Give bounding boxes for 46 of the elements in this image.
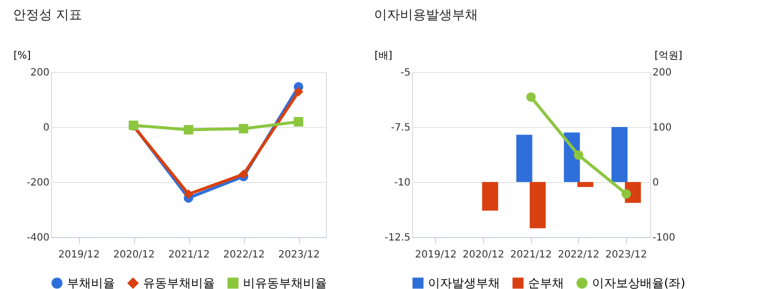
x-tick-label: 2021/12 [168, 250, 210, 260]
y2-tick-label: 100 [652, 122, 672, 134]
y-tick-label: -5 [400, 68, 410, 78]
y-tick-label: -7.5 [390, 122, 410, 134]
y-tick-label: -400 [26, 232, 50, 244]
y-tick-label: -10 [394, 178, 410, 188]
y-axis-title: [%] [14, 50, 31, 62]
x-tick-label: 2019/12 [415, 250, 457, 260]
x-tick-label: 2022/12 [558, 250, 600, 260]
y2-tick-label: -100 [652, 232, 676, 244]
legend-label: 이자발생부채 [428, 276, 500, 289]
y2-tick-label: 0 [652, 178, 659, 188]
point [574, 150, 584, 160]
legend-label: 유동부채비율 [143, 276, 215, 289]
point [184, 125, 194, 134]
legend-label: 순부채 [528, 276, 564, 289]
point [294, 117, 304, 127]
chart-title: 안정성 지표 [13, 8, 82, 23]
point [184, 189, 194, 199]
x-tick-label: 2020/12 [462, 250, 504, 260]
bar [577, 182, 594, 187]
y2-axis-title: [억원] [654, 50, 682, 62]
point [238, 124, 248, 134]
y-tick-label: 200 [30, 68, 50, 78]
x-tick-label: 2019/12 [58, 250, 100, 260]
x-tick-label: 2020/12 [113, 250, 155, 260]
legend-label: 부채비율 [67, 276, 115, 289]
y-tick-label: -200 [26, 178, 50, 188]
bar [611, 127, 628, 182]
bar [516, 134, 532, 182]
x-tick-label: 2023/12 [278, 250, 320, 260]
legend-label: 비유동부채비율 [243, 276, 327, 289]
point [294, 87, 304, 97]
y-tick-label: -12.5 [384, 232, 410, 244]
bar [530, 182, 546, 228]
bar [482, 182, 498, 211]
point [526, 92, 536, 102]
y-axis-title: [배] [374, 50, 392, 62]
x-tick-label: 2022/12 [223, 250, 265, 260]
legend-label: 이자보상배율(좌) [592, 276, 686, 289]
point [621, 189, 631, 199]
x-tick-label: 2021/12 [510, 250, 552, 260]
x-tick-label: 2023/12 [605, 250, 647, 260]
y2-tick-label: 200 [652, 68, 672, 78]
y-tick-label: 0 [43, 122, 50, 134]
chart-title: 이자비용발생부채 [374, 8, 478, 23]
